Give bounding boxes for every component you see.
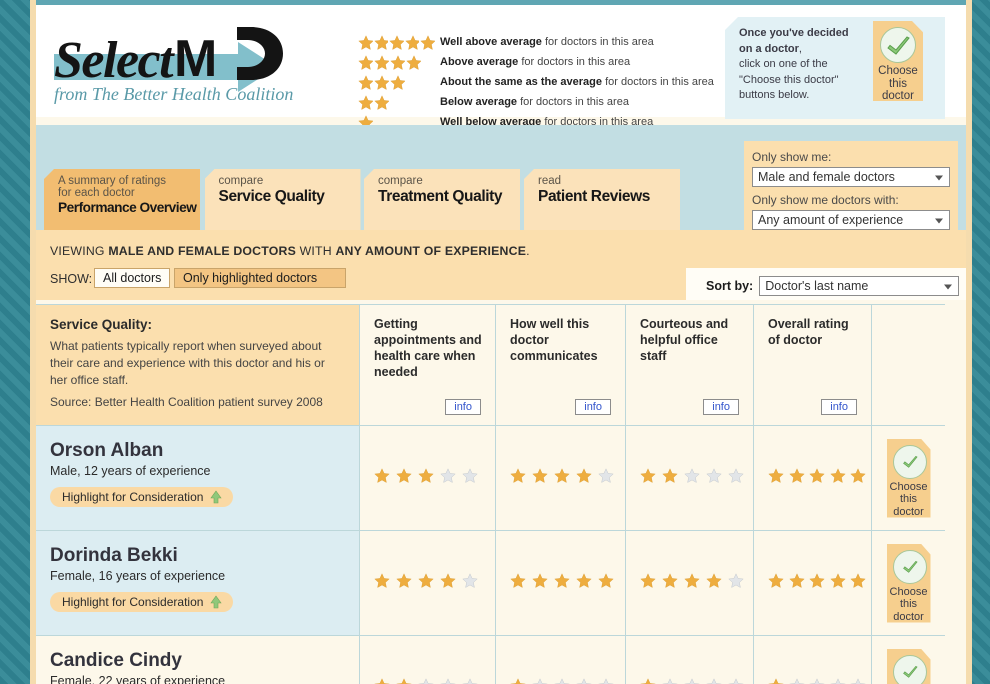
svg-text:Select: Select xyxy=(54,32,175,89)
svg-text:M: M xyxy=(174,30,215,88)
svg-text:from The Better Health Coaliti: from The Better Health Coalition xyxy=(54,84,293,104)
